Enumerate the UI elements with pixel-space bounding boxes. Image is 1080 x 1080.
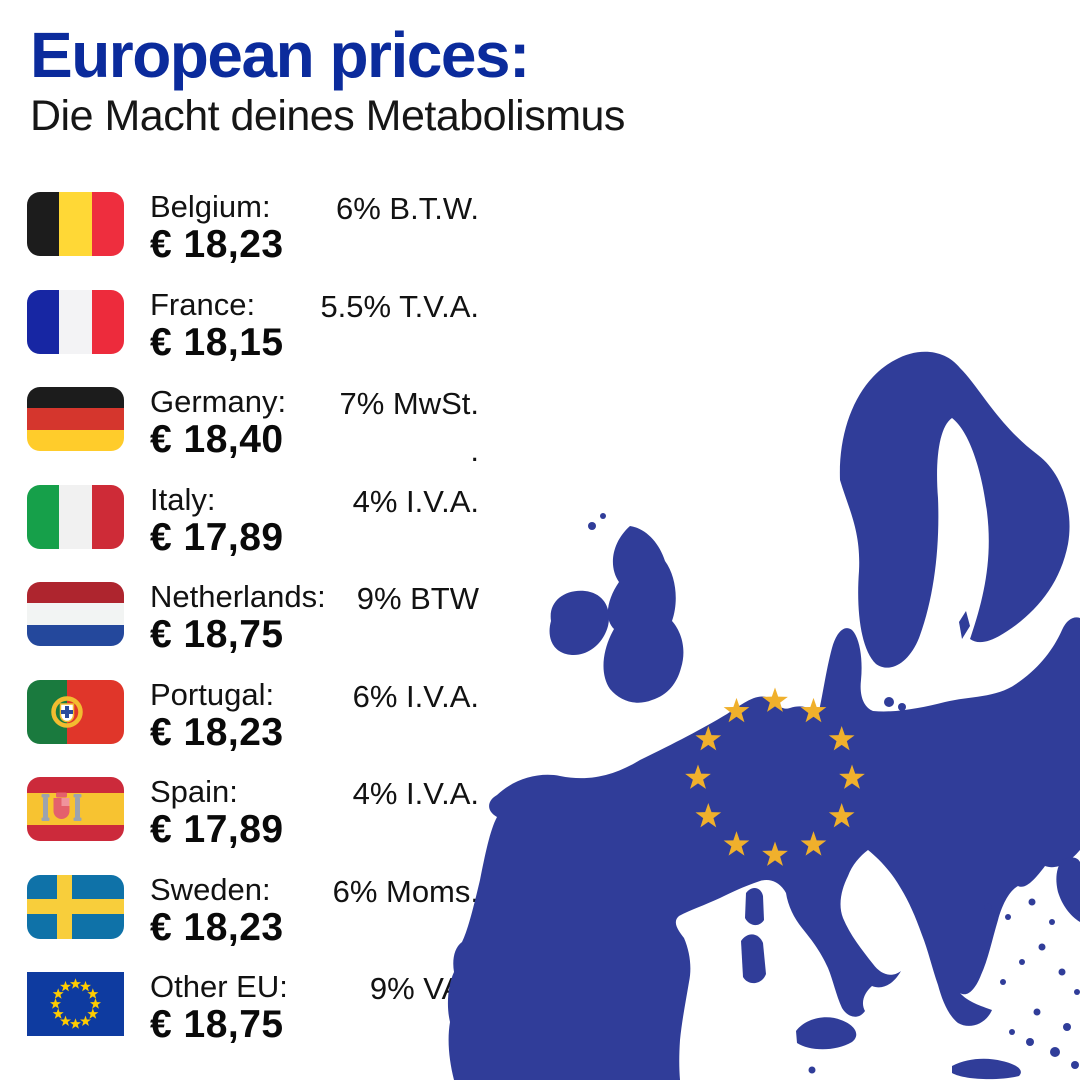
country-info: Spain: € 17,89 — [150, 774, 284, 851]
vat-label: 4% I.V.A. — [352, 776, 479, 811]
vat-label: 5.5% T.V.A. — [320, 288, 479, 324]
price-row: Sweden: € 18,23 6% Moms. — [27, 872, 479, 947]
netherlands-flag-icon — [27, 582, 124, 646]
germany-flag-icon — [27, 387, 124, 451]
country-label: Belgium: — [150, 189, 271, 224]
vat-label: 6% Moms. — [332, 873, 479, 909]
europe-map — [447, 351, 1080, 1080]
price-row: Portugal: € 18,23 6% I.V.A. — [27, 677, 479, 752]
country-label: France: — [150, 286, 256, 322]
country-label: Sweden: — [150, 871, 271, 907]
price-value: € 17,89 — [150, 515, 284, 559]
price-value: € 18,23 — [150, 905, 284, 949]
price-value: € 18,75 — [150, 1003, 284, 1046]
country-info: Portugal: € 18,23 — [150, 676, 284, 754]
country-info: Sweden: € 18,23 — [150, 871, 284, 949]
country-info: Netherlands: € 18,75 — [150, 579, 326, 656]
vat-label: 4% I.V.A. — [352, 483, 479, 519]
country-label: Netherlands: — [150, 579, 326, 614]
header: European prices: Die Macht deines Metabo… — [30, 20, 625, 140]
price-row: Belgium: € 18,23 6% B.T.W. — [27, 190, 479, 264]
country-info: Belgium: € 18,23 — [150, 189, 284, 266]
vat-label: 6% B.T.W. — [336, 191, 479, 226]
eu-stars-icon — [685, 687, 865, 866]
price-row: Germany: € 18,40 7% MwSt. . — [27, 385, 479, 468]
country-label: Spain: — [150, 774, 238, 809]
page-title: European prices: — [30, 19, 530, 91]
spain-flag-icon — [27, 777, 124, 841]
price-row: Other EU: € 18,75 9% VAT — [27, 970, 479, 1044]
country-info: France: € 18,15 — [150, 286, 284, 364]
price-row: Spain: € 17,89 4% I.V.A. — [27, 775, 479, 849]
price-value: € 18,15 — [150, 320, 284, 364]
price-list: Belgium: € 18,23 6% B.T.W. France: € 18,15 5.… — [27, 190, 479, 1070]
portugal-flag-icon — [27, 679, 124, 744]
vat-label: 7% MwSt. . — [339, 386, 479, 468]
belgium-flag-icon — [27, 192, 124, 256]
price-row: Netherlands: € 18,75 9% BTW — [27, 580, 479, 654]
vat-label: 9% BTW — [356, 581, 479, 616]
price-value: € 17,89 — [150, 808, 284, 851]
italy-flag-icon — [27, 484, 124, 549]
price-value: € 18,40 — [150, 418, 284, 461]
country-info: Italy: € 17,89 — [150, 481, 284, 559]
vat-label: 6% I.V.A. — [352, 678, 479, 714]
price-row: Italy: € 17,89 4% I.V.A. — [27, 482, 479, 557]
page-subtitle: Die Macht deines Metabolismus — [30, 92, 625, 140]
country-label: Portugal: — [150, 676, 275, 712]
price-value: € 18,75 — [150, 613, 284, 656]
price-value: € 18,23 — [150, 710, 284, 754]
price-row: France: € 18,15 5.5% T.V.A. — [27, 287, 479, 362]
country-info: Other EU: € 18,75 — [150, 969, 288, 1046]
country-label: Italy: — [150, 481, 216, 517]
sweden-flag-icon — [27, 874, 124, 939]
price-value: € 18,23 — [150, 223, 284, 266]
france-flag-icon — [27, 289, 124, 354]
europe-landmass — [447, 351, 1080, 1080]
country-label: Other EU: — [150, 969, 288, 1004]
eu-flag-icon — [27, 972, 124, 1036]
country-label: Germany: — [150, 384, 287, 419]
country-info: Germany: € 18,40 — [150, 384, 287, 461]
